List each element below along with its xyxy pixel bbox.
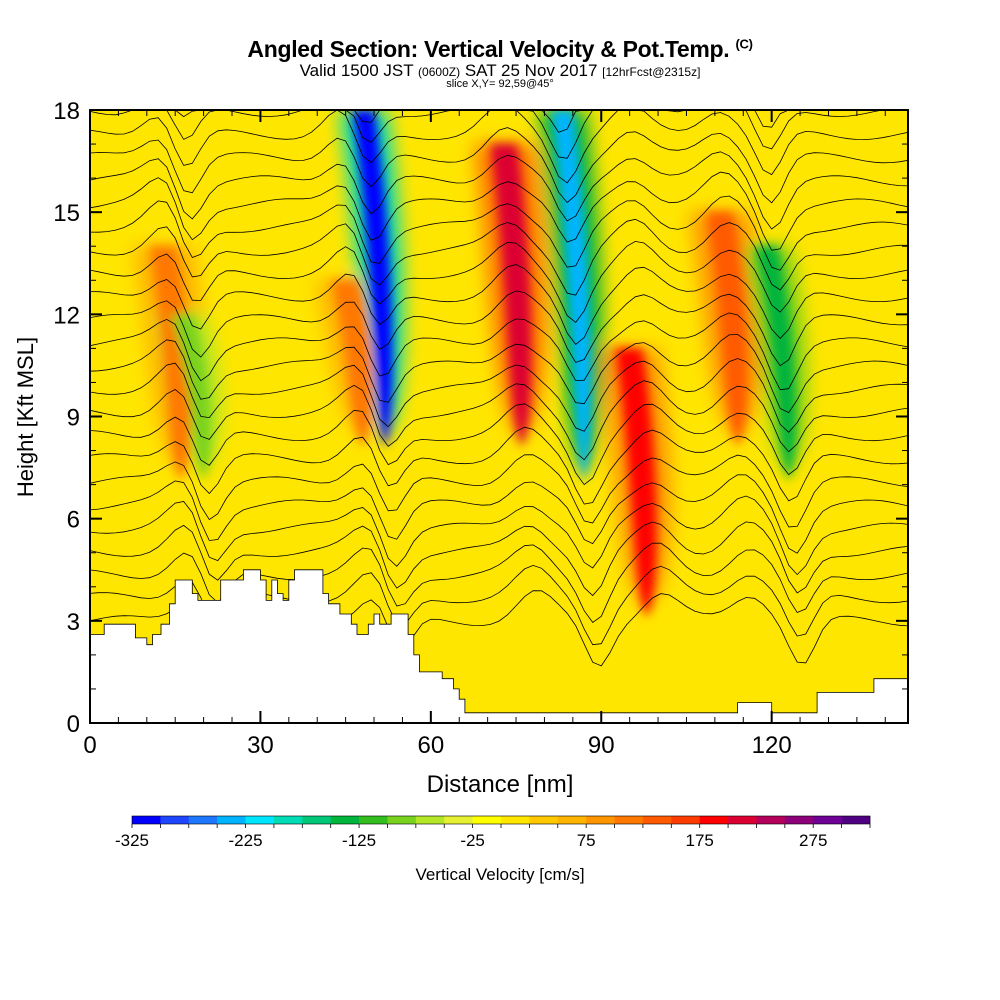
isentrope-11 <box>90 333 908 414</box>
valid-time-utc: (0600Z) <box>418 65 461 79</box>
colorbar-tick-label-2: -125 <box>342 831 376 850</box>
isentrope-3 <box>90 521 908 597</box>
isentrope-16 <box>90 218 908 296</box>
colorbar-tick-label-3: -25 <box>460 831 485 850</box>
isentrope-13 <box>90 290 908 367</box>
isentrope-15 <box>90 240 908 323</box>
colorbar-swatch-7 <box>330 816 360 824</box>
y-tick-label-2: 6 <box>67 507 80 534</box>
colorbar-swatch-23 <box>784 816 814 824</box>
y-tick-label-1: 3 <box>67 609 80 636</box>
colorbar-swatch-1 <box>160 816 190 824</box>
colorbar-tick-label-6: 275 <box>799 831 827 850</box>
colorbar-swatch-18 <box>642 816 672 824</box>
colorbar-tick-label-1: -225 <box>229 831 263 850</box>
down-core-2 <box>551 110 592 481</box>
colorbar-swatch-22 <box>756 816 786 824</box>
colorbar-swatch-9 <box>387 816 417 824</box>
colorbar-swatch-16 <box>586 816 615 824</box>
colorbar-swatch-5 <box>273 816 303 824</box>
velocity-field <box>90 110 908 723</box>
chart-subtitle: Valid 1500 JST (0600Z) SAT 25 Nov 2017 [… <box>0 61 1000 81</box>
isentrope-6 <box>90 454 908 528</box>
up-core-4 <box>706 212 748 447</box>
isentrope-17 <box>90 195 908 271</box>
isentrope-18 <box>90 171 908 251</box>
colorbar-swatch-17 <box>614 816 644 824</box>
title-main: Angled Section: Vertical Velocity & Pot.… <box>247 36 730 62</box>
up-core-0 <box>149 246 191 481</box>
isentrope-12 <box>90 312 908 391</box>
isentrope-14 <box>90 264 908 345</box>
colorbar-tick-label-4: 75 <box>577 831 596 850</box>
colorbar-swatch-12 <box>472 816 502 824</box>
x-tick-label-4: 120 <box>752 732 792 759</box>
x-tick-label-3: 90 <box>588 732 615 759</box>
down-core-0 <box>170 314 211 481</box>
up-core-2 <box>490 144 532 447</box>
colorbar-label: Vertical Velocity [cm/s] <box>415 865 584 884</box>
x-tick-label-1: 30 <box>247 732 274 759</box>
forecast-info: [12hrFcst@2315z] <box>602 65 701 79</box>
colorbar-tick-label-0: -325 <box>115 831 149 850</box>
chart-title: Angled Section: Vertical Velocity & Pot.… <box>0 36 1000 63</box>
colorbar-swatch-11 <box>444 816 473 824</box>
colorbar-swatch-10 <box>415 816 445 824</box>
colorbar-swatch-15 <box>557 816 587 824</box>
colorbar-swatch-0 <box>132 816 161 824</box>
x-tick-label-2: 60 <box>417 732 444 759</box>
isentrope-8 <box>90 403 908 486</box>
down-core-3 <box>755 246 796 481</box>
colorbar-swatch-2 <box>188 816 218 824</box>
isentrope-21 <box>90 110 908 184</box>
x-tick-label-0: 0 <box>83 732 96 759</box>
colorbar-tick-label-5: 175 <box>686 831 714 850</box>
valid-date: SAT 25 Nov 2017 <box>464 61 598 80</box>
colorbar-swatch-20 <box>699 816 729 824</box>
isentrope-10 <box>90 358 908 433</box>
colorbar-swatch-21 <box>728 816 757 824</box>
slice-info: slice X,Y= 92,59@45° <box>446 78 554 90</box>
colorbar-swatch-8 <box>359 816 388 824</box>
down-core-1 <box>352 110 393 447</box>
colorbar-swatch-25 <box>841 816 871 824</box>
isentrope-5 <box>90 474 908 554</box>
y-tick-label-0: 0 <box>67 711 80 738</box>
colorbar-swatch-6 <box>302 816 331 824</box>
isentrope-20 <box>90 127 908 204</box>
colorbar-swatch-13 <box>501 816 530 824</box>
isentrope-23 <box>90 110 908 133</box>
isentrope-7 <box>90 426 908 505</box>
isentrope-19 <box>90 151 908 230</box>
up-core-1 <box>331 280 373 447</box>
y-tick-label-3: 9 <box>67 405 80 432</box>
colorbar-swatch-19 <box>671 816 700 824</box>
valid-time-local: Valid 1500 JST <box>299 61 414 80</box>
isentrope-9 <box>90 380 908 461</box>
colorbar-swatch-24 <box>813 816 842 824</box>
y-axis-label: Height [Kft MSL] <box>13 337 38 497</box>
colorbar-swatch-3 <box>217 816 246 824</box>
isentrope-4 <box>90 495 908 576</box>
title-unit: (C) <box>735 36 753 52</box>
y-tick-label-5: 15 <box>53 200 80 227</box>
x-axis-label: Distance [nm] <box>427 771 574 798</box>
y-tick-label-4: 12 <box>53 302 80 329</box>
terrain <box>90 569 908 723</box>
colorbar-swatch-4 <box>245 816 275 824</box>
colorbar-swatch-14 <box>529 816 559 824</box>
y-tick-label-6: 18 <box>53 98 80 125</box>
up-core-3 <box>615 348 657 617</box>
